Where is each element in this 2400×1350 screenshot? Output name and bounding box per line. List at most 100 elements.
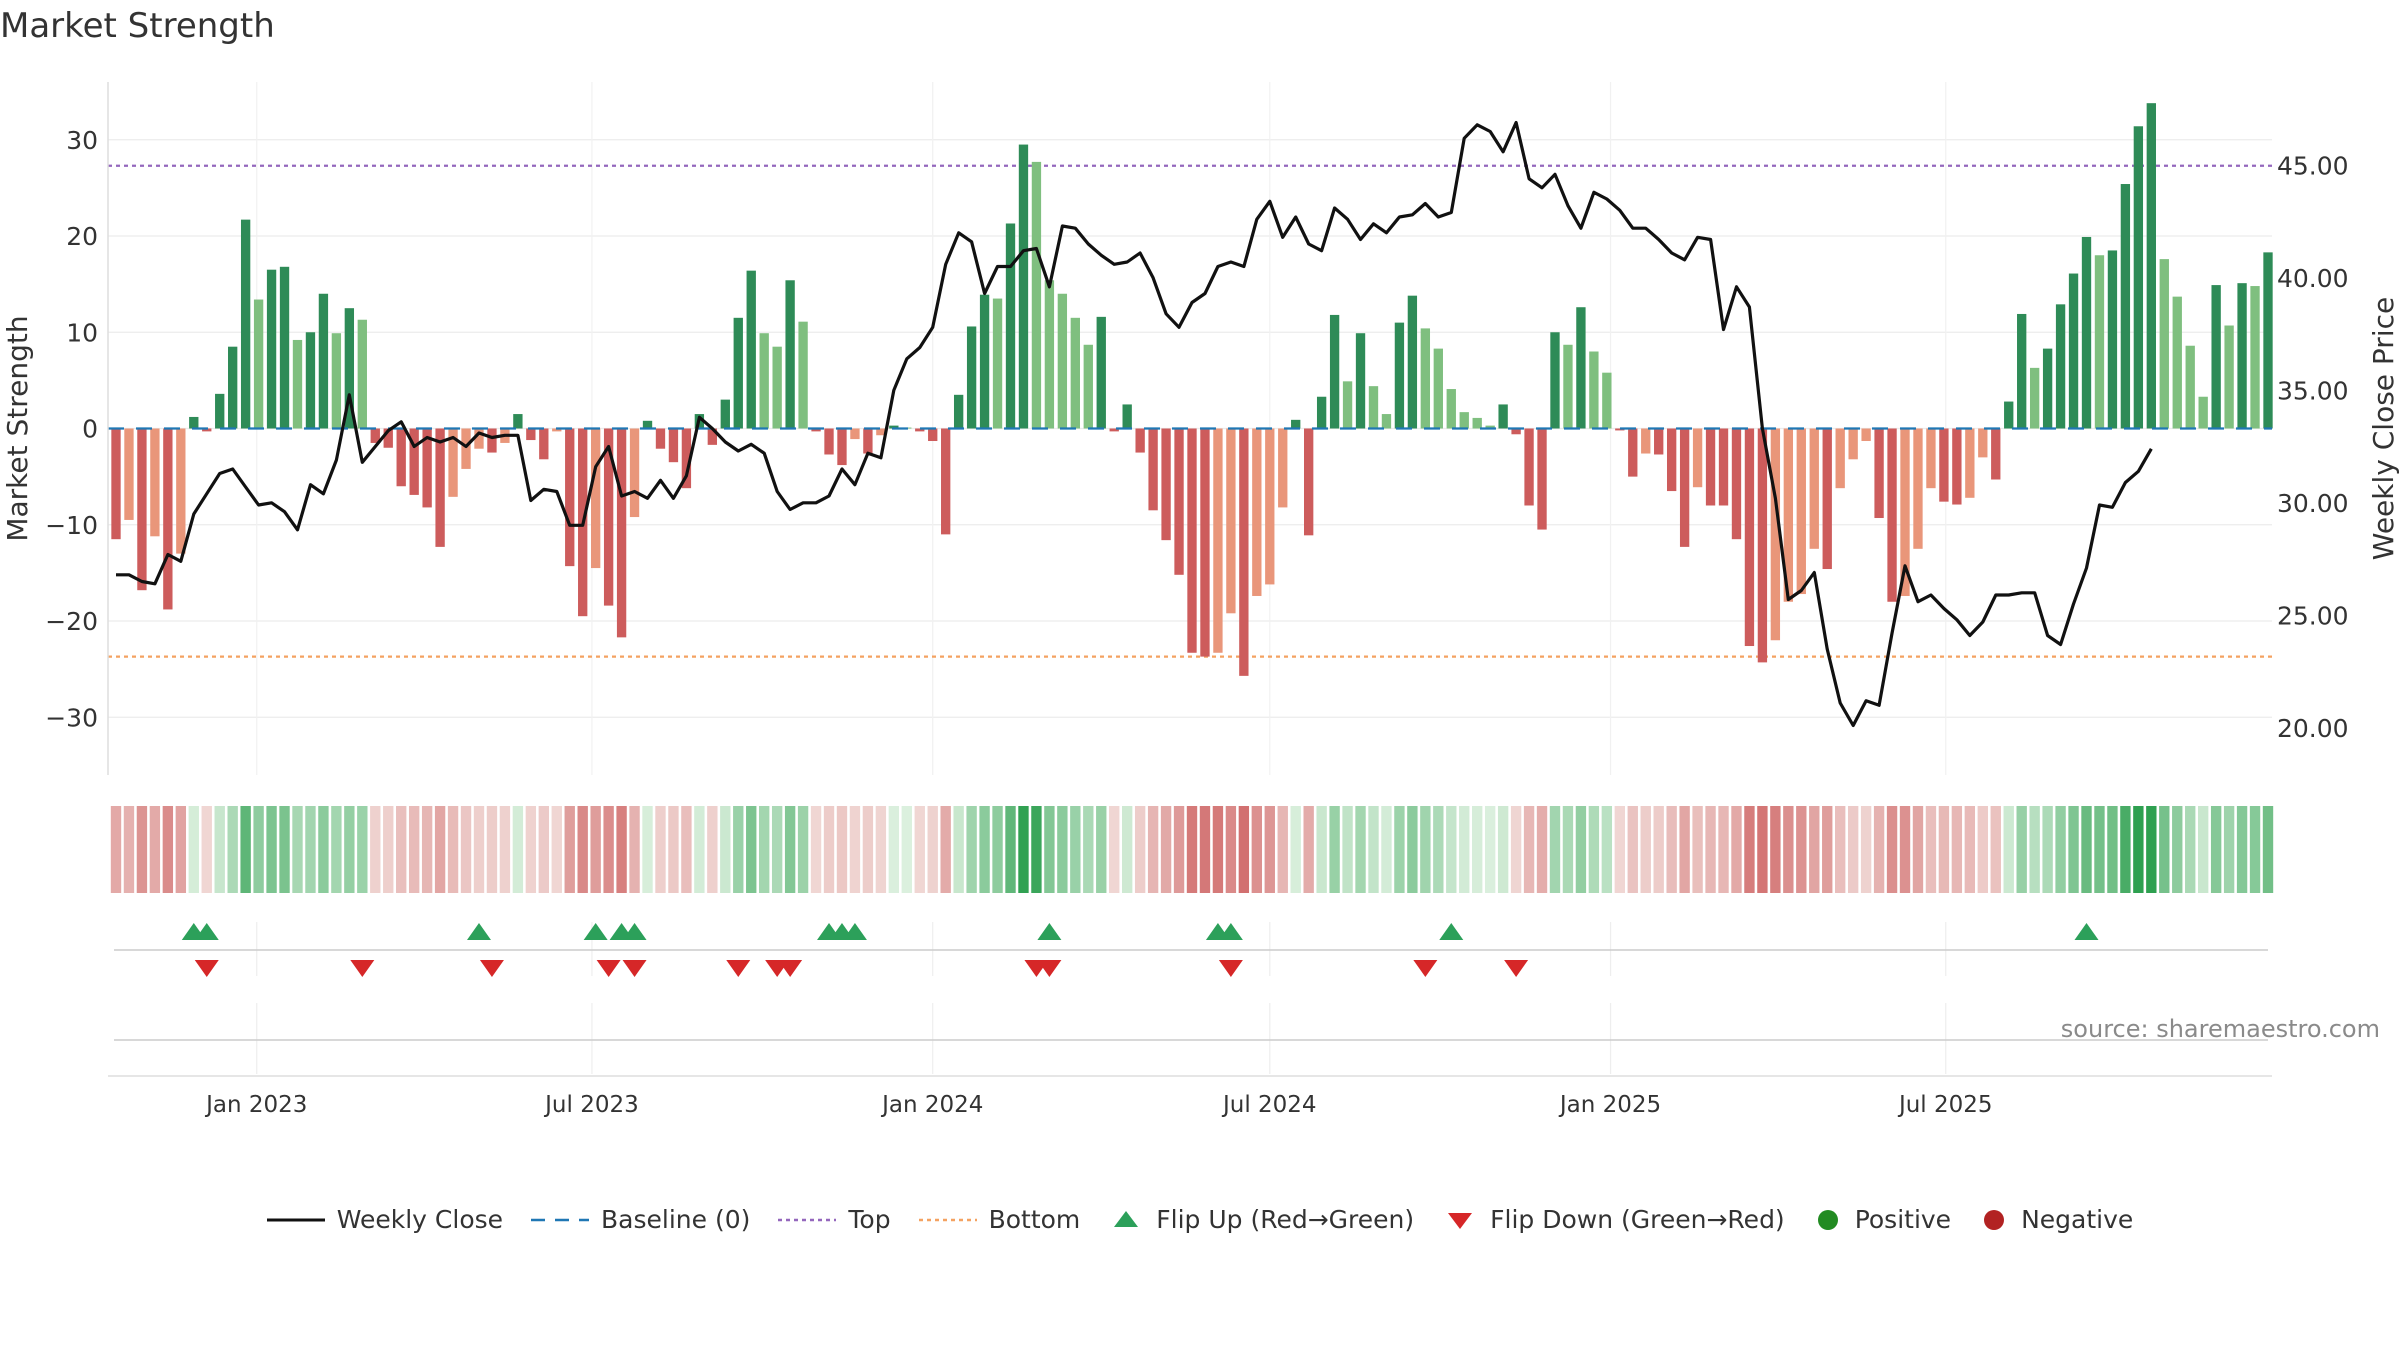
heat-cell [214,806,225,893]
strength-bar [1394,322,1405,429]
y2-tick-label: 45.00 [2277,151,2349,180]
heat-cell [1225,806,1237,893]
heat-cell [1925,806,1937,893]
strength-bar [474,428,484,449]
flip-up-marker [1218,923,1243,940]
strength-bar [1044,280,1055,429]
strength-bar [1991,428,2001,480]
strength-bar [642,420,653,429]
strength-bar [1576,307,1586,429]
strength-bar [1265,428,1275,585]
heat-cell [1575,806,1587,893]
strength-bar [1744,428,1755,647]
heat-cell [1640,806,1651,893]
heat-cell [1459,806,1470,893]
triangle-up-icon [1108,1208,1144,1232]
dot-icon [1813,1208,1843,1232]
heat-cell [1912,806,1924,893]
heat-cell [240,806,251,893]
heat-cell [759,806,770,893]
heat-cell [370,806,381,893]
legend-label: Top [848,1205,891,1234]
heat-cell [538,806,549,893]
strength-bar [824,428,834,455]
strength-bar [305,332,316,429]
legend-dotted-line-icon [778,1208,837,1232]
chart-title: Market Strength [0,6,275,46]
heat-cell [1121,806,1133,893]
heat-cell [1031,806,1042,893]
heat-cell [655,806,666,893]
strength-bar [318,293,329,429]
strength-bar [811,428,821,432]
heat-cell [1303,806,1314,893]
strength-bar [2224,325,2234,429]
strength-bar [1485,425,1495,429]
heat-cell [1199,806,1211,893]
heat-cell [1627,806,1638,893]
axes: 30 20 10 0 −10 −20 −30 45.00 40.00 35.00 30.00 25.0… [1,82,2400,775]
strength-bar [590,428,601,569]
heat-cell [1186,806,1198,893]
strength-bar [111,428,121,540]
legend-label: Baseline (0) [601,1205,751,1234]
strength-bar [383,428,393,448]
strength-bar [746,270,756,429]
flip-down-marker [596,960,621,977]
heat-cell [305,806,316,893]
strength-bar [266,269,277,429]
heat-cell [642,806,653,893]
flip-up-marker [583,923,608,940]
strength-bar [2211,285,2221,429]
strength-bar [2172,296,2182,429]
heat-cell [694,806,705,893]
heat-cell [2068,806,2079,893]
strength-bar [850,428,860,440]
strength-bar [876,428,886,436]
heat-cell [1316,806,1327,893]
heat-cell [110,806,122,893]
strength-bar [1615,428,1625,431]
strength-bar [176,428,186,554]
heat-cell [1523,806,1535,893]
strength-bar [785,280,795,429]
flip-up-marker [842,923,867,940]
strength-bar [1174,428,1184,575]
strength-bar [1057,293,1068,429]
heat-cell [1964,806,1976,893]
heat-cell [720,806,731,893]
heat-cell [577,806,588,893]
heat-cell [2016,806,2027,893]
strength-bar [928,428,938,442]
strength-bar [1874,428,1884,519]
strength-bar [344,308,355,429]
heat-cell [2055,806,2066,893]
heat-cell [1134,806,1146,893]
strength-bar [1641,428,1651,454]
heat-cell [499,806,511,893]
x-tick-label: Jul 2024 [1221,1092,1317,1118]
strength-bar [992,298,1003,429]
heat-cell [2185,806,2196,893]
heat-cell [1368,806,1379,893]
heat-cell [2236,806,2248,893]
heat-cell [357,806,368,893]
flip-down-marker [479,960,504,977]
heat-cell [707,806,718,893]
heat-cell [253,806,264,893]
heat-cell [2146,806,2157,893]
legend-item-top: Top [778,1205,891,1234]
flip-down-marker [350,960,375,977]
legend-line-icon [266,1208,325,1232]
heat-cell [2159,806,2170,893]
heat-cell [227,806,238,893]
strength-bar [1887,428,1897,602]
heat-cell [447,806,459,893]
heat-cell [1951,806,1963,893]
strength-bar [1692,428,1703,488]
legend-item-weekly-close: Weekly Close [266,1205,503,1234]
heat-cell [1484,806,1496,893]
heat-cell [1666,806,1677,893]
strength-bar [1226,428,1236,614]
legend-label: Bottom [988,1205,1081,1234]
